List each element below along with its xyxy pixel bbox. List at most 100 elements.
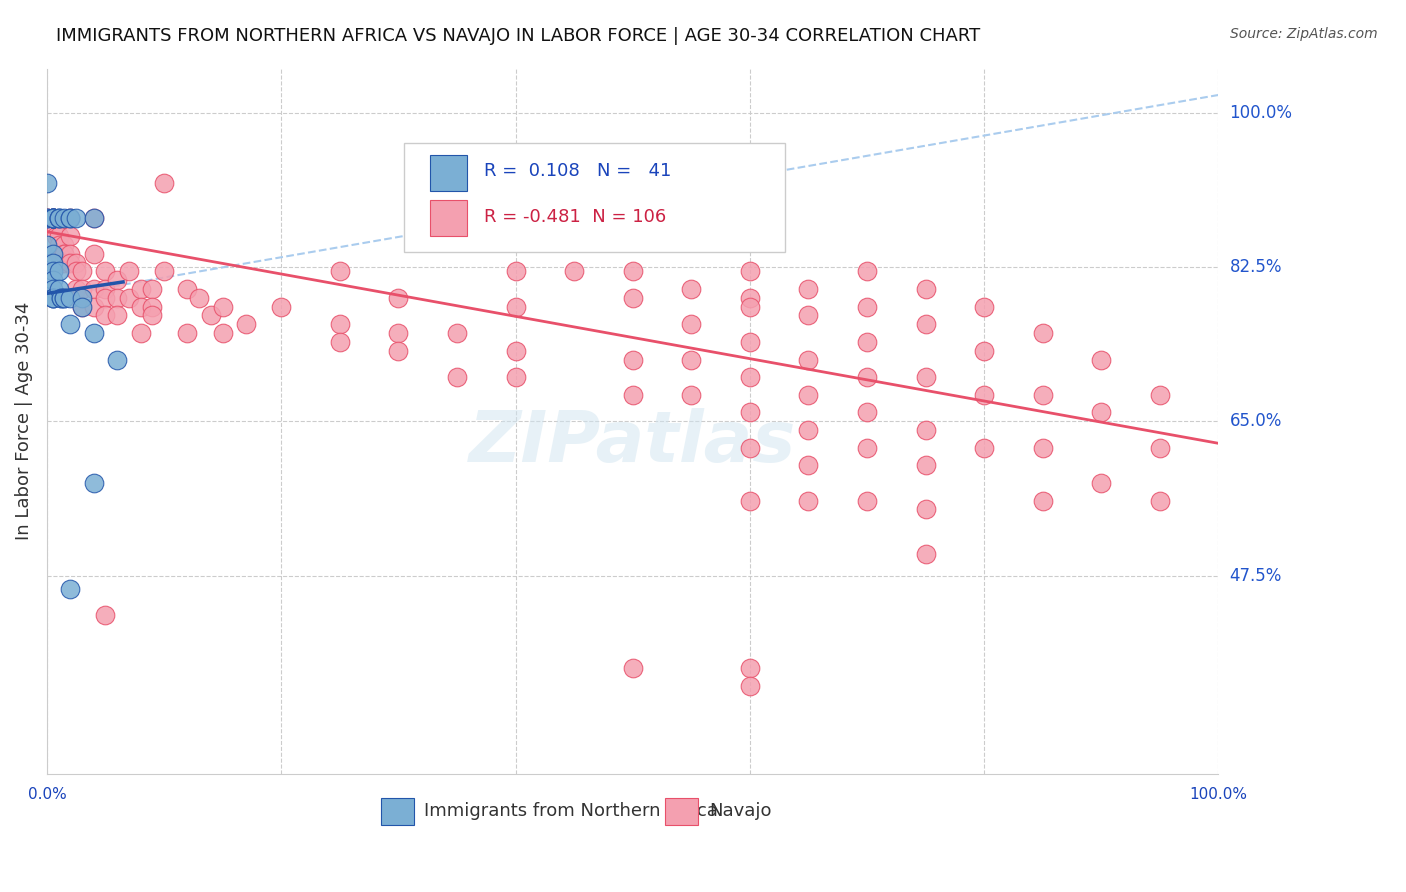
Point bbox=[621, 388, 644, 402]
Point bbox=[83, 211, 105, 226]
Point bbox=[65, 255, 87, 269]
Point bbox=[35, 211, 58, 226]
Point bbox=[59, 246, 82, 260]
Text: ZIPatlas: ZIPatlas bbox=[470, 408, 796, 477]
Point bbox=[738, 493, 761, 508]
Point bbox=[738, 679, 761, 693]
Point bbox=[35, 211, 58, 226]
Point bbox=[914, 370, 936, 384]
Point bbox=[42, 211, 65, 226]
Point bbox=[42, 282, 65, 296]
Point bbox=[42, 255, 65, 269]
Point bbox=[42, 291, 65, 305]
Point bbox=[48, 211, 70, 226]
Point bbox=[59, 582, 82, 596]
Point bbox=[83, 282, 105, 296]
Point bbox=[738, 291, 761, 305]
Point bbox=[562, 211, 585, 226]
Point bbox=[35, 176, 58, 190]
Point bbox=[105, 291, 128, 305]
Point bbox=[176, 282, 198, 296]
Text: 82.5%: 82.5% bbox=[1230, 258, 1282, 276]
Point bbox=[129, 326, 152, 340]
Point bbox=[329, 334, 352, 349]
Point bbox=[83, 326, 105, 340]
Bar bbox=[430, 201, 467, 235]
Point bbox=[42, 211, 65, 226]
Point bbox=[94, 264, 117, 278]
Point bbox=[681, 352, 703, 367]
Point bbox=[446, 370, 468, 384]
Point bbox=[738, 370, 761, 384]
Point bbox=[973, 300, 995, 314]
Text: Navajo: Navajo bbox=[709, 803, 772, 821]
Point bbox=[53, 246, 76, 260]
Point bbox=[797, 423, 820, 437]
Point bbox=[505, 264, 527, 278]
Point bbox=[42, 211, 65, 226]
Point bbox=[914, 458, 936, 473]
Point bbox=[49, 291, 72, 305]
Point bbox=[141, 300, 163, 314]
Bar bbox=[665, 798, 699, 825]
Point bbox=[53, 211, 76, 226]
Point bbox=[621, 661, 644, 675]
Point bbox=[105, 309, 128, 323]
Text: 100.0%: 100.0% bbox=[1189, 787, 1247, 802]
Point bbox=[505, 343, 527, 358]
Point bbox=[621, 291, 644, 305]
Point bbox=[856, 300, 879, 314]
Point bbox=[45, 229, 67, 244]
Point bbox=[83, 246, 105, 260]
Point bbox=[562, 264, 585, 278]
Point bbox=[1090, 352, 1112, 367]
Point bbox=[856, 405, 879, 419]
Point bbox=[118, 291, 141, 305]
Point bbox=[797, 493, 820, 508]
Point bbox=[621, 264, 644, 278]
Point bbox=[42, 211, 65, 226]
Point bbox=[48, 238, 70, 252]
Point bbox=[105, 352, 128, 367]
Point bbox=[914, 282, 936, 296]
Point bbox=[446, 326, 468, 340]
Point bbox=[329, 318, 352, 332]
Point bbox=[681, 318, 703, 332]
FancyBboxPatch shape bbox=[404, 143, 785, 252]
Point bbox=[48, 264, 70, 278]
Point bbox=[118, 264, 141, 278]
Point bbox=[797, 282, 820, 296]
Point bbox=[153, 264, 176, 278]
Point bbox=[1032, 441, 1054, 455]
Point bbox=[856, 493, 879, 508]
Point bbox=[35, 211, 58, 226]
Point bbox=[59, 211, 82, 226]
Point bbox=[42, 291, 65, 305]
Point bbox=[94, 309, 117, 323]
Point bbox=[329, 264, 352, 278]
Point bbox=[1090, 405, 1112, 419]
Text: 47.5%: 47.5% bbox=[1230, 566, 1282, 584]
Text: 0.0%: 0.0% bbox=[28, 787, 66, 802]
Point bbox=[973, 343, 995, 358]
Point bbox=[70, 291, 93, 305]
Point bbox=[270, 300, 292, 314]
Point bbox=[738, 264, 761, 278]
Point bbox=[48, 282, 70, 296]
Point bbox=[83, 211, 105, 226]
Point bbox=[914, 423, 936, 437]
Point bbox=[738, 300, 761, 314]
Point bbox=[856, 334, 879, 349]
Bar bbox=[430, 155, 467, 191]
Point bbox=[738, 661, 761, 675]
Point bbox=[856, 264, 879, 278]
Point bbox=[1149, 441, 1171, 455]
Point bbox=[42, 291, 65, 305]
Point bbox=[70, 300, 93, 314]
Point bbox=[797, 388, 820, 402]
Point bbox=[94, 291, 117, 305]
Point bbox=[48, 229, 70, 244]
Point bbox=[42, 246, 65, 260]
Point bbox=[59, 291, 82, 305]
Point bbox=[53, 238, 76, 252]
